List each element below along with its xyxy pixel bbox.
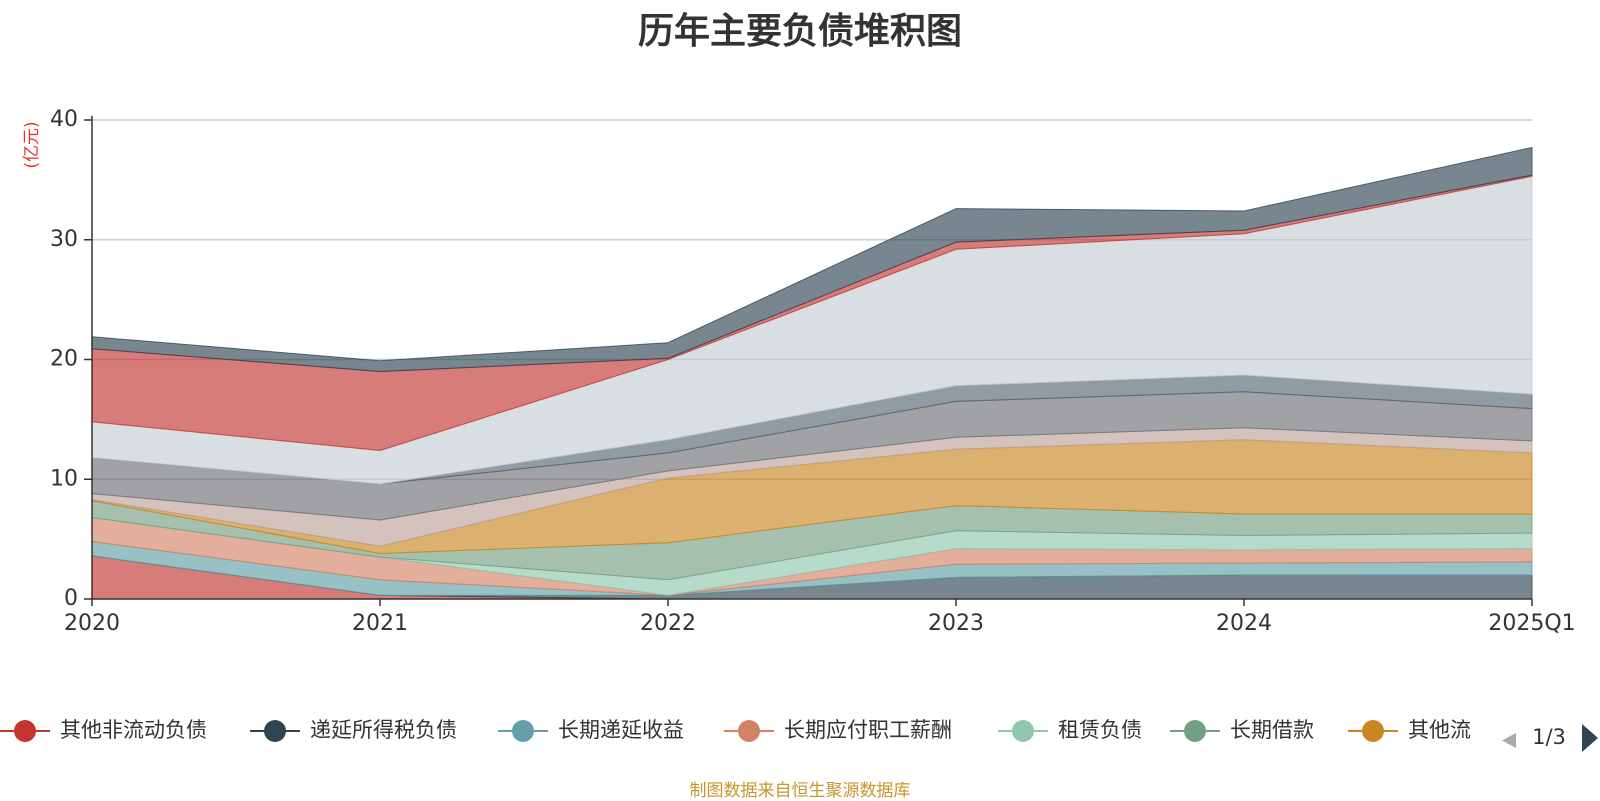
legend-label: 其他流 (1408, 718, 1471, 742)
legend-item-6[interactable]: 其他流 (1348, 718, 1471, 742)
legend-label: 租赁负债 (1058, 718, 1142, 742)
legend-marker (1184, 720, 1206, 742)
axes: 0 10 20 30 40 2020 2021 2022 2023 2024 2025Q1 (50, 107, 1576, 636)
legend-marker (1362, 720, 1384, 742)
legend: 其他非流动负债 递延所得税负债 长期递延收益 长期应付职工薪酬 租赁负债 长期借款 其他流 (0, 718, 1471, 742)
legend-marker (512, 720, 534, 742)
area-series-layer (91, 146, 1533, 600)
legend-item-0[interactable]: 其他非流动负债 (0, 718, 207, 742)
legend-label: 长期应付职工薪酬 (784, 718, 952, 742)
y-tick-label-0: 0 (64, 586, 78, 611)
legend-page-indicator: 1/3 (1532, 725, 1566, 749)
area-series-13 (91, 146, 1533, 373)
legend-item-4[interactable]: 租赁负债 (998, 718, 1142, 742)
legend-marker (264, 720, 286, 742)
legend-item-2[interactable]: 长期递延收益 (498, 718, 684, 742)
x-tick-label-2025Q1: 2025Q1 (1488, 611, 1575, 636)
x-tick-label-2024: 2024 (1216, 611, 1272, 636)
legend-next-page-icon[interactable] (1582, 724, 1598, 752)
y-tick-label-4: 40 (50, 107, 78, 132)
legend-pager: 1/3 (1502, 724, 1598, 752)
y-tick-label-3: 30 (50, 227, 78, 252)
legend-item-3[interactable]: 长期应付职工薪酬 (724, 718, 952, 742)
legend-item-1[interactable]: 递延所得税负债 (250, 718, 457, 742)
legend-label: 其他非流动负债 (60, 718, 207, 742)
legend-label: 长期递延收益 (558, 718, 684, 742)
legend-label: 递延所得税负债 (310, 718, 457, 742)
legend-marker (14, 720, 36, 742)
y-tick-label-2: 20 (50, 347, 78, 372)
legend-prev-page-icon[interactable] (1502, 733, 1516, 748)
x-tick-label-2023: 2023 (928, 611, 984, 636)
legend-label: 长期借款 (1230, 718, 1314, 742)
legend-marker (738, 720, 760, 742)
y-axis-unit-label: (亿元) (22, 121, 42, 168)
x-tick-label-2021: 2021 (352, 611, 408, 636)
chart-title: 历年主要负债堆积图 (637, 11, 962, 52)
x-tick-label-2022: 2022 (640, 611, 696, 636)
y-tick-label-1: 10 (50, 466, 78, 491)
legend-marker (1012, 720, 1034, 742)
source-note: 制图数据来自恒生聚源数据库 (689, 781, 911, 801)
legend-item-5[interactable]: 长期借款 (1170, 718, 1314, 742)
x-tick-label-2020: 2020 (64, 611, 120, 636)
